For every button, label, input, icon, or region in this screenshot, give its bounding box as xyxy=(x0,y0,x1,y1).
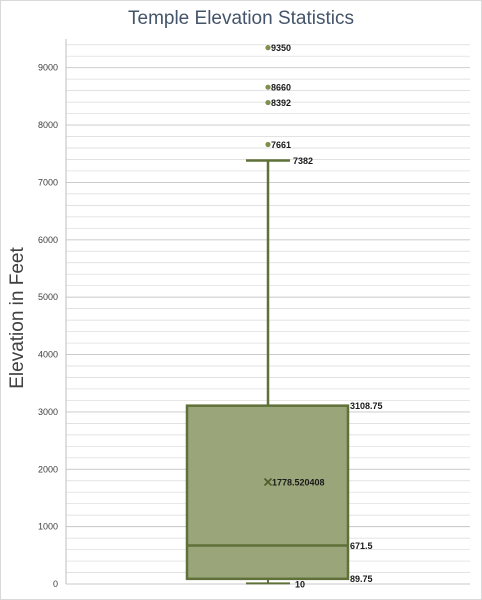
y-tick-label: 2000 xyxy=(38,464,58,474)
outlier-point xyxy=(265,141,271,148)
y-tick-label: 9000 xyxy=(38,63,58,73)
outlier-label: 9350 xyxy=(271,43,291,53)
y-tick-label: 7000 xyxy=(38,177,58,187)
chart-title: Temple Elevation Statistics xyxy=(128,8,354,29)
upper-whisker-label: 7382 xyxy=(293,156,313,166)
median-label: 671.5 xyxy=(350,541,373,551)
y-tick-label: 8000 xyxy=(38,120,58,130)
outlier-label: 8660 xyxy=(271,83,291,93)
y-tick-label: 0 xyxy=(53,579,58,589)
y-tick-label: 1000 xyxy=(38,522,58,532)
iqr-box xyxy=(185,404,350,581)
mean-label: 1778.520408 xyxy=(272,477,325,487)
y-tick-label: 5000 xyxy=(38,292,58,302)
outlier-point xyxy=(265,99,271,106)
outlier-label: 8392 xyxy=(271,98,291,108)
outlier-point xyxy=(265,45,271,51)
outlier-point xyxy=(265,84,271,90)
mean-marker xyxy=(263,477,273,487)
y-tick-label: 4000 xyxy=(38,350,58,360)
y-tick-label: 3000 xyxy=(38,407,58,417)
q3-label: 3108.75 xyxy=(350,401,383,411)
min-label: 10 xyxy=(295,579,305,589)
outlier-label: 7661 xyxy=(271,140,291,150)
q1-label: 89.75 xyxy=(350,574,373,584)
y-tick-label: 6000 xyxy=(38,235,58,245)
